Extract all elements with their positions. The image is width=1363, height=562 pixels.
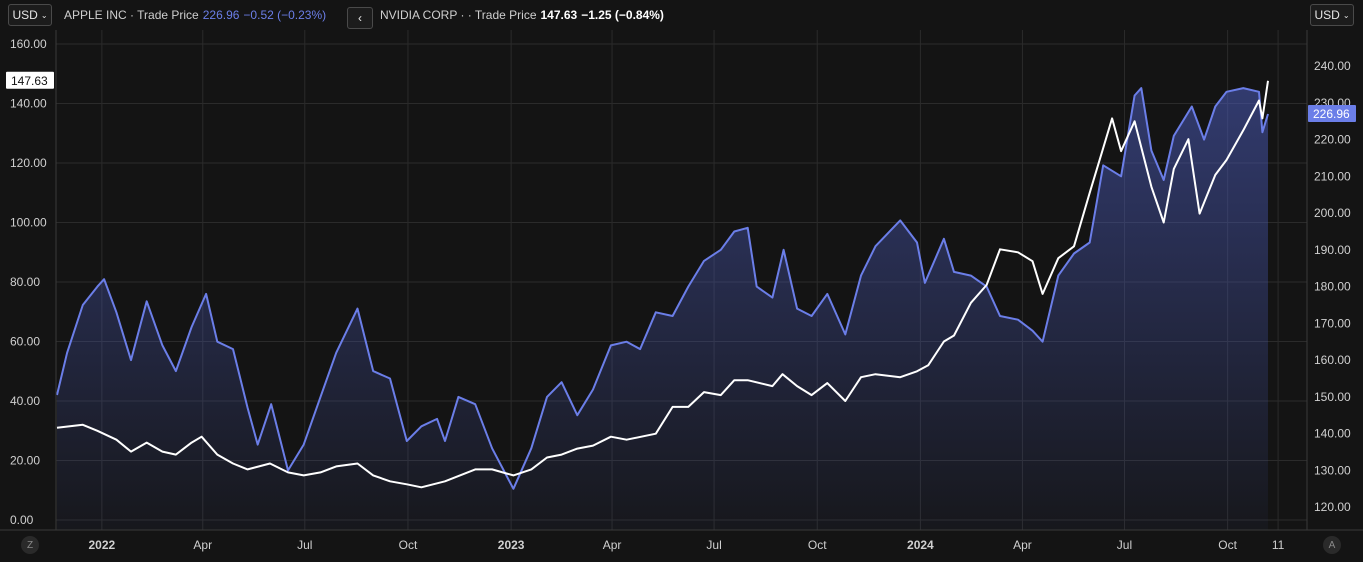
left-currency-selector[interactable]: USD ⌄: [8, 4, 52, 26]
left-axis-tick: 140.00: [10, 97, 47, 111]
right-currency-label: USD: [1314, 8, 1340, 22]
apple-inc-area: [57, 88, 1268, 530]
left-axis-tick: 120.00: [10, 156, 47, 170]
right-currency-selector[interactable]: USD ⌄: [1310, 4, 1354, 26]
x-axis-tick: 2022: [89, 538, 116, 552]
zoom-reset-button[interactable]: Z: [21, 536, 39, 554]
left-axis-tick: 100.00: [10, 216, 47, 230]
right-axis-tick: 240.00: [1314, 59, 1351, 73]
left-axis-tick: 20.00: [10, 454, 40, 468]
x-axis-tick: Apr: [603, 538, 622, 552]
series-layer: [56, 80, 1269, 530]
right-axis-tick: 150.00: [1314, 390, 1351, 404]
nvidia-last-value-badge: [6, 71, 54, 89]
left-currency-label: USD: [12, 8, 38, 22]
right-axis-tick: 220.00: [1314, 133, 1351, 147]
right-axis-tick: 170.00: [1314, 316, 1351, 330]
nvidia-legend-change: −1.25 (−0.84%): [581, 8, 664, 22]
left-axis-tick: 0.00: [10, 513, 34, 527]
apple-inc-line[interactable]: [56, 87, 1269, 490]
right-axis-tick: 120.00: [1314, 500, 1351, 514]
chevron-down-icon: ⌄: [1342, 10, 1350, 20]
x-axis-tick: Jul: [297, 538, 312, 552]
left-axis-tick: 60.00: [10, 335, 40, 349]
apple-legend-name: APPLE INC · Trade Price: [64, 8, 199, 22]
chevron-left-icon: ‹: [358, 11, 362, 25]
apple-legend-price: 226.96: [202, 8, 240, 22]
left-axis-tick: 40.00: [10, 394, 40, 408]
x-axis-tick: Jul: [1117, 538, 1132, 552]
right-axis-tick: 200.00: [1314, 206, 1351, 220]
right-axis-tick: 180.00: [1314, 280, 1351, 294]
right-axis-tick: 140.00: [1314, 427, 1351, 441]
auto-scale-button[interactable]: A: [1323, 536, 1341, 554]
apple-last-value-badge: [1308, 104, 1356, 122]
x-axis-tick: 11: [1272, 538, 1285, 552]
right-axis-tick: 190.00: [1314, 243, 1351, 257]
chevron-down-icon: ⌄: [40, 10, 48, 20]
x-axis-tick: Apr: [1013, 538, 1032, 552]
label-layer: 0.00 20.00 40.00 60.00 80.00 100.00 120.00 140.…: [6, 37, 1356, 552]
legend-collapse-button[interactable]: ‹: [347, 7, 373, 29]
right-axis-tick: 210.00: [1314, 169, 1351, 183]
auto-scale-label: A: [1328, 539, 1336, 551]
x-axis-tick: 2023: [498, 538, 525, 552]
nvidia-legend[interactable]: NVIDIA CORP · · Trade Price 147.63 −1.25…: [380, 5, 668, 25]
right-axis-tick: 160.00: [1314, 353, 1351, 367]
nvidia-legend-name: NVIDIA CORP · · Trade Price: [380, 8, 537, 22]
x-axis-tick: Oct: [1218, 538, 1237, 552]
x-axis-tick: Apr: [193, 538, 212, 552]
apple-legend[interactable]: APPLE INC · Trade Price 226.96 −0.52 (−0…: [64, 5, 330, 25]
right-axis-tick: 130.00: [1314, 463, 1351, 477]
zoom-reset-label: Z: [26, 539, 34, 551]
nvidia-legend-price: 147.63: [540, 8, 578, 22]
left-axis-tick: 80.00: [10, 275, 40, 289]
nvidia-corp-line[interactable]: [56, 80, 1269, 489]
apple-legend-change: −0.52 (−0.23%): [243, 8, 327, 22]
x-axis-tick: 2024: [907, 538, 934, 552]
left-axis-tick: 160.00: [10, 37, 47, 51]
x-axis-tick: Oct: [808, 538, 827, 552]
nvidia-last-value-label: 147.63: [11, 74, 48, 88]
x-axis-tick: Jul: [706, 538, 721, 552]
x-axis-tick: Oct: [399, 538, 418, 552]
axis-layer: [0, 30, 1363, 531]
apple-last-value-label: 226.96: [1313, 107, 1350, 121]
